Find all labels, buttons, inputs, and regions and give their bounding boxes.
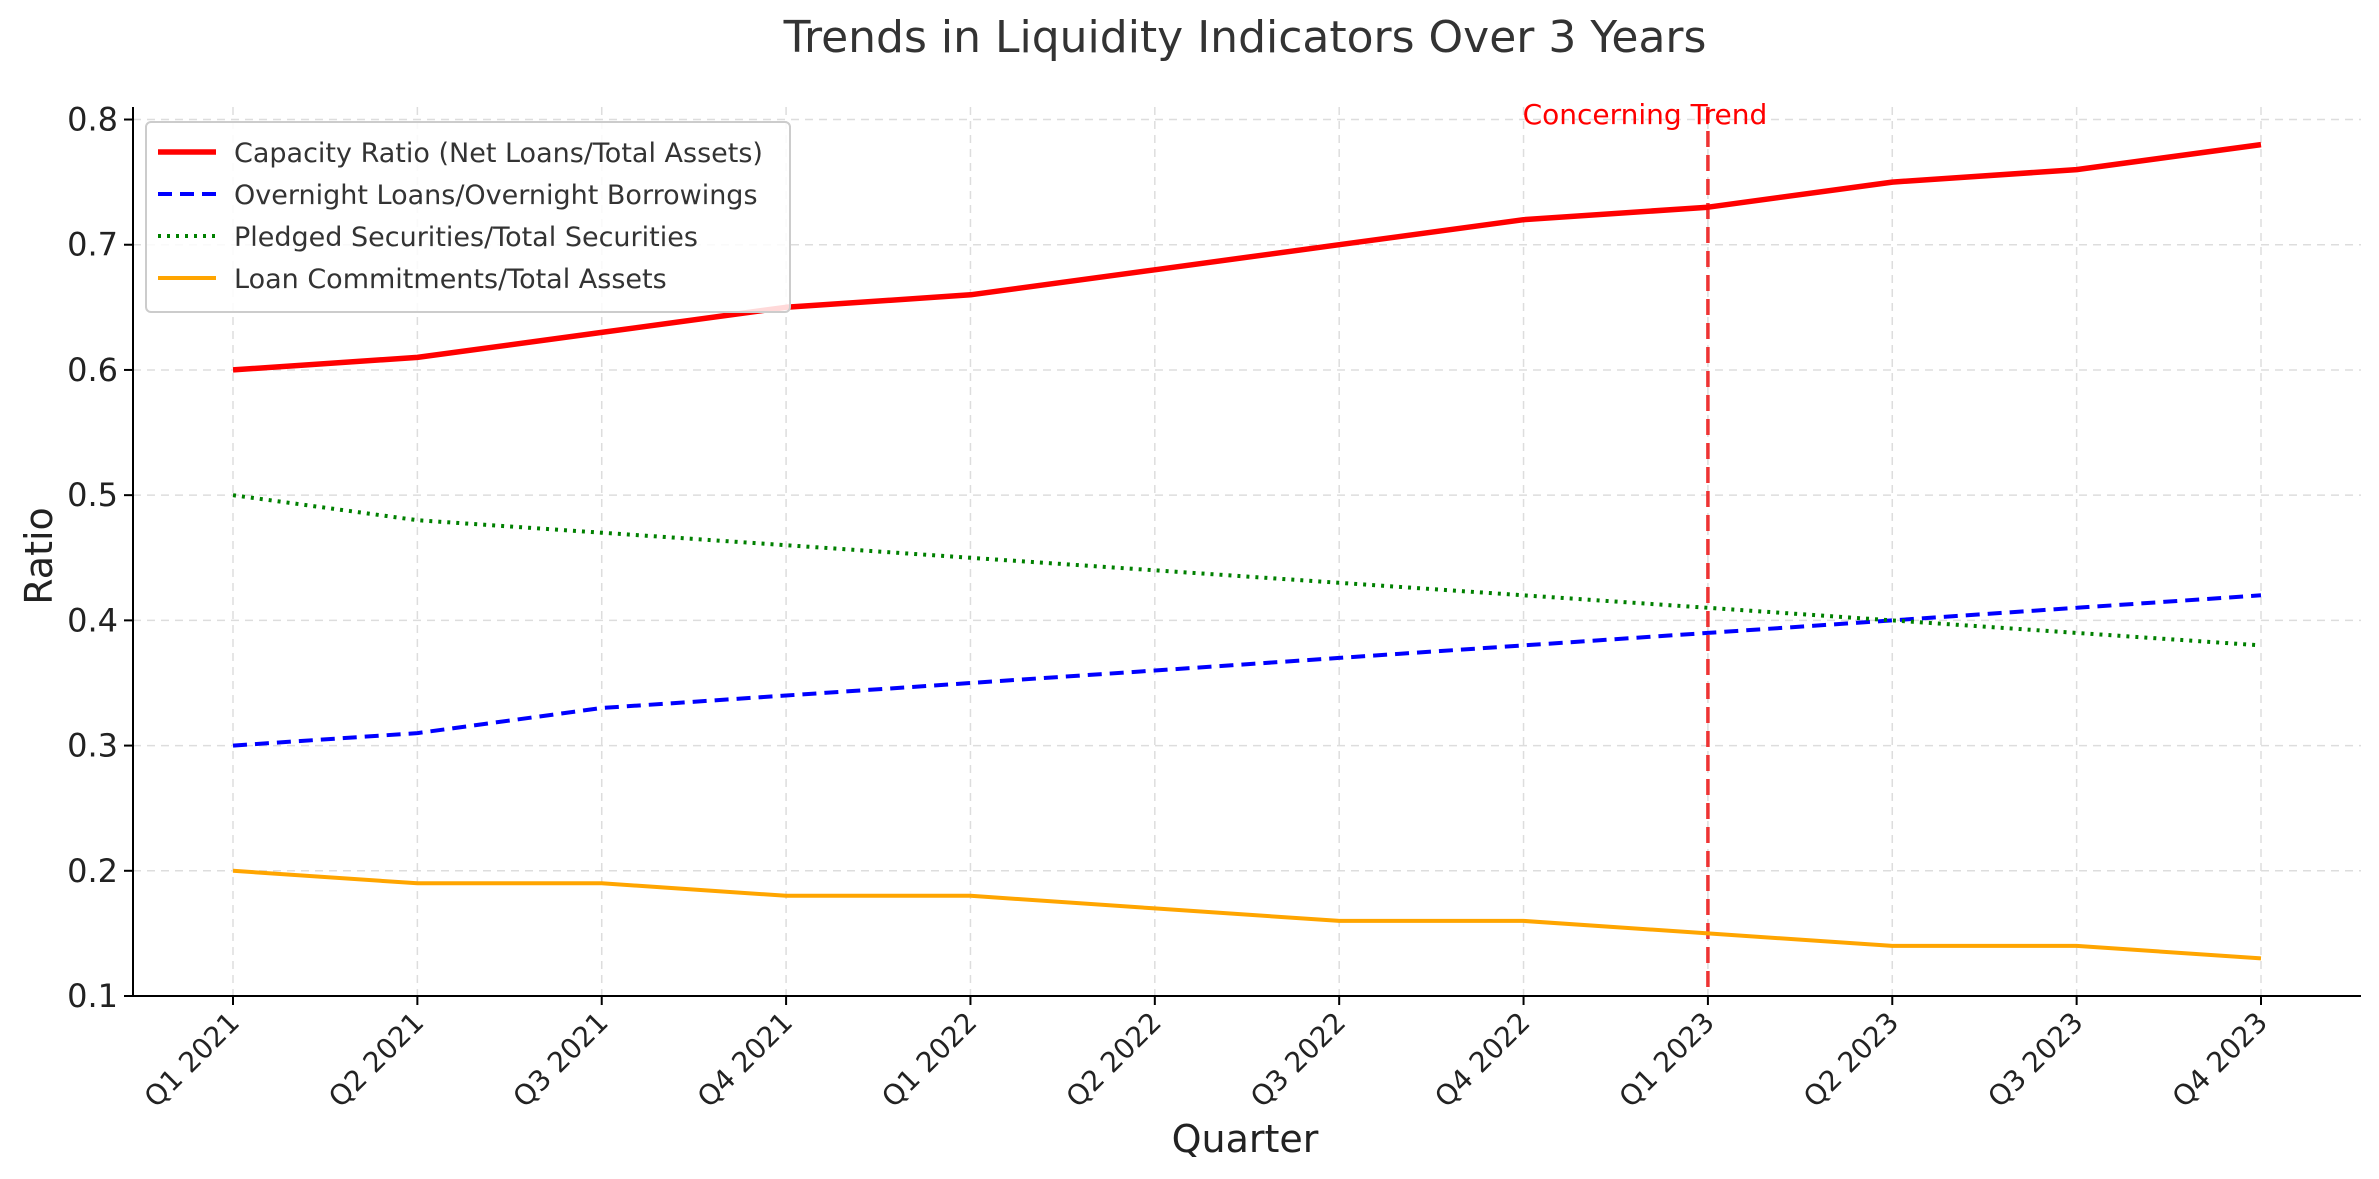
series-line-1: [232, 141, 2262, 373]
y-tick-labels: 0.1 0.2 0.3 0.4 0.5 0.6 0.7 0.8: [67, 101, 118, 1015]
y-tick-label: 0.3: [67, 727, 118, 765]
x-tick-label: Q4 2023: [2166, 1006, 2274, 1114]
x-tick-label: Q2 2023: [1797, 1006, 1905, 1114]
y-tick-label: 0.7: [67, 226, 118, 264]
series-line-3: [232, 493, 2262, 648]
x-tick-labels: Q1 2021 Q2 2021 Q3 2021 Q4 2021 Q1 2022 Q2 20…: [138, 1006, 2274, 1114]
legend-box: [145, 121, 791, 313]
series-layer: [232, 141, 2262, 961]
x-tick-label: Q3 2021: [506, 1006, 614, 1114]
x-tick-label: Q4 2021: [691, 1006, 799, 1114]
legend: Capacity Ratio (Net Loans/Total Assets) O…: [145, 121, 791, 313]
x-tick-label: Q4 2022: [1428, 1006, 1536, 1114]
axes-layer: [124, 107, 2361, 1005]
x-tick-label: Q1 2023: [1613, 1006, 1721, 1114]
x-tick-label: Q1 2022: [875, 1006, 983, 1114]
x-axis-label: Quarter: [1172, 1117, 1319, 1161]
x-tick-label: Q2 2022: [1060, 1006, 1168, 1114]
x-tick-label: Q3 2023: [1981, 1006, 2089, 1114]
legend-label-2: Overnight Loans/Overnight Borrowings: [234, 180, 758, 211]
y-tick-label: 0.8: [67, 101, 118, 139]
legend-label-4: Loan Commitments/Total Assets: [234, 264, 667, 295]
annotation-layer: Concerning Trend: [1523, 98, 1768, 996]
y-axis-label: Ratio: [17, 507, 61, 605]
y-tick-label: 0.5: [67, 476, 118, 514]
legend-label-1: Capacity Ratio (Net Loans/Total Assets): [234, 138, 763, 169]
series-line-2: [232, 593, 2262, 748]
y-tick-label: 0.1: [67, 977, 118, 1015]
x-tick-label: Q1 2021: [138, 1006, 246, 1114]
y-tick-label: 0.6: [67, 351, 118, 389]
chart-title: Trends in Liquidity Indicators Over 3 Ye…: [783, 12, 1707, 63]
legend-label-3: Pledged Securities/Total Securities: [234, 222, 698, 253]
annotation-label: Concerning Trend: [1523, 98, 1768, 131]
y-tick-label: 0.4: [67, 601, 118, 639]
y-tick-label: 0.2: [67, 852, 118, 890]
x-tick-label: Q3 2022: [1244, 1006, 1352, 1114]
x-tick-label: Q2 2021: [322, 1006, 430, 1114]
series-line-4: [232, 868, 2262, 961]
